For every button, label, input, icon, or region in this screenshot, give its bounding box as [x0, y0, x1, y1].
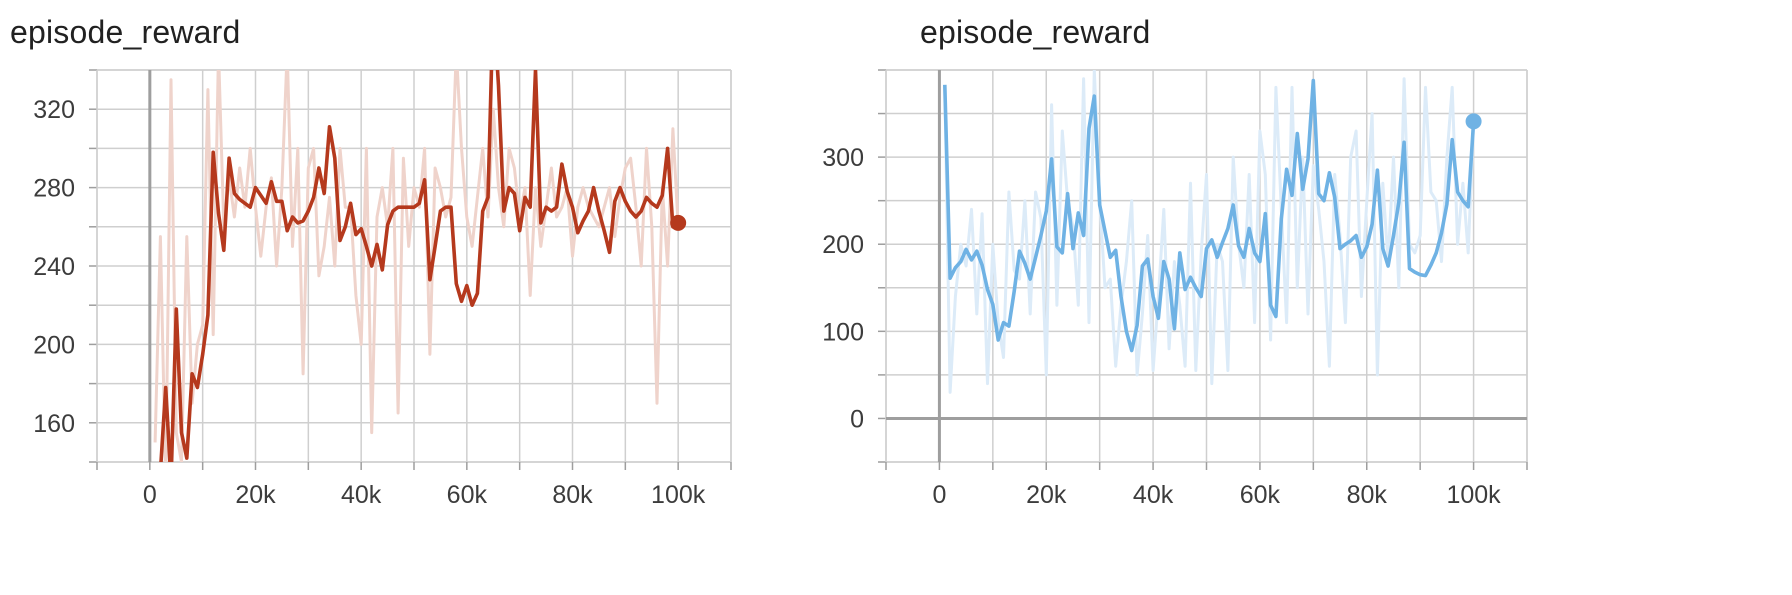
y-tick-label: 0 [850, 405, 864, 433]
y-tick-label: 320 [33, 96, 75, 124]
last-point-marker[interactable] [1465, 113, 1482, 130]
plot-area: 0 20k 40k 60k 80k 100k 160 200 240 280 320 [33, 69, 732, 509]
smoothed-series-line [159, 70, 680, 462]
right-chart-svg: 0 20k 40k 60k 80k 100k 0 100 200 300 [822, 69, 1528, 509]
last-point-marker[interactable] [670, 214, 687, 231]
x-tick-label: 100k [1446, 481, 1501, 509]
series-group [943, 70, 1476, 394]
x-tick-label: 20k [235, 481, 276, 509]
x-tick-label: 80k [552, 481, 593, 509]
left-chart-svg: 0 20k 40k 60k 80k 100k 160 200 240 280 320 [33, 69, 732, 509]
right-chart-panel: episode_reward 0 20k 40k 60k 80k 100k 0 100 200 3… [822, 0, 1792, 595]
chart-title: episode_reward [920, 14, 1151, 50]
y-tick-label: 280 [33, 175, 75, 203]
x-tick-label: 100k [651, 481, 706, 509]
raw-series-line [943, 70, 1476, 394]
raw-series-line [153, 70, 680, 462]
x-tick-label: 60k [447, 481, 488, 509]
x-tick-label: 0 [143, 481, 157, 509]
y-tick-label: 200 [33, 331, 75, 359]
y-tick-label: 300 [822, 144, 864, 172]
x-tick-label: 40k [1133, 481, 1174, 509]
x-tick-label: 60k [1240, 481, 1281, 509]
x-tick-label: 20k [1026, 481, 1067, 509]
x-tick-label: 80k [1347, 481, 1388, 509]
y-tick-label: 100 [822, 318, 864, 346]
y-tick-label: 160 [33, 410, 75, 438]
plot-area: 0 20k 40k 60k 80k 100k 0 100 200 300 [822, 69, 1528, 509]
x-tick-label: 40k [341, 481, 382, 509]
series-group [153, 70, 680, 462]
chart-title: episode_reward [10, 14, 241, 50]
y-tick-label: 200 [822, 231, 864, 259]
left-chart-panel: episode_reward 0 20k 40k 60k 80k 100k 160 200 24… [10, 14, 732, 509]
smoothed-series-line [943, 78, 1476, 353]
x-tick-label: 0 [932, 481, 946, 509]
y-tick-label: 240 [33, 253, 75, 281]
